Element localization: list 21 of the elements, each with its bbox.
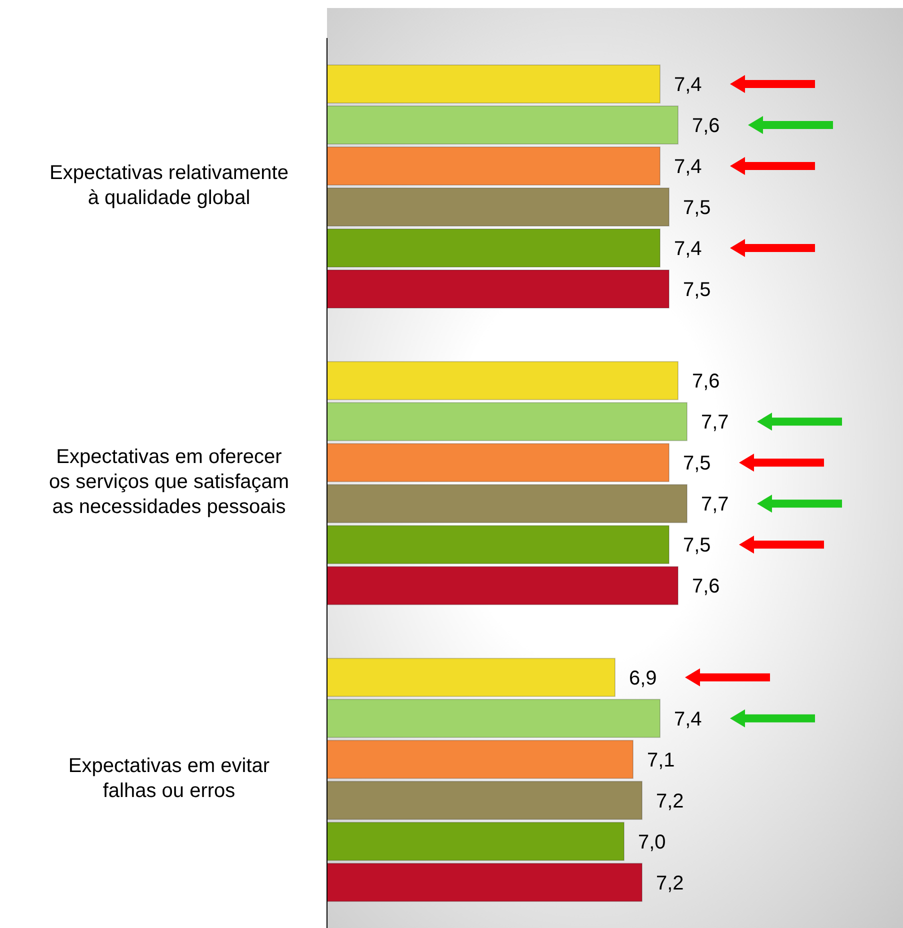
data-label: 7,6 <box>692 370 720 393</box>
data-label: 7,4 <box>674 238 702 260</box>
data-label: 7,0 <box>638 831 666 854</box>
data-label: 6,9 <box>629 667 657 690</box>
y-tick-label: Expectativas em evitar falhas ou erros <box>68 755 270 802</box>
data-label: 7,7 <box>701 494 729 516</box>
data-label: 7,2 <box>656 872 684 894</box>
data-label: 7,7 <box>701 412 729 434</box>
data-label: 7,4 <box>674 74 702 96</box>
data-label: 7,5 <box>683 279 711 301</box>
data-label: 7,5 <box>683 534 711 557</box>
data-label: 7,5 <box>683 197 711 219</box>
data-label: 7,4 <box>674 156 702 178</box>
data-label: 7,1 <box>647 749 675 772</box>
data-label: 7,6 <box>692 115 720 137</box>
y-tick-label: Expectativas relativamente à qualidade global <box>49 162 289 210</box>
y-tick-label: Expectativas em oferecer os serviços que satisfaçam as necessidades pessoais <box>48 446 290 518</box>
data-label: 7,6 <box>692 576 720 598</box>
data-label: 7,2 <box>656 790 684 812</box>
data-label: 7,5 <box>683 452 711 475</box>
data-label: 7,4 <box>674 708 702 730</box>
